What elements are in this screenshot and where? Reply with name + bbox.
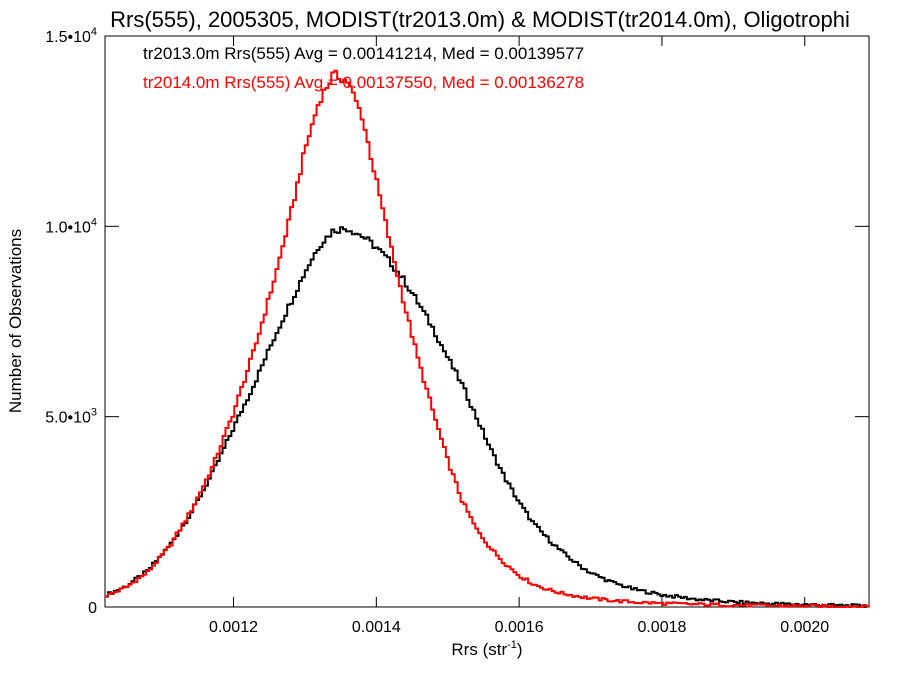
- legend: tr2013.0m Rrs(555) Avg = 0.00141214, Med…: [143, 44, 584, 92]
- plot-frame: [104, 35, 870, 608]
- x-tick-label: 0.0012: [209, 619, 258, 636]
- legend-entry-1: tr2013.0m Rrs(555) Avg = 0.00141214, Med…: [143, 44, 584, 63]
- x-axis-label-main: Rrs (str: [451, 640, 507, 659]
- series-line-2: [105, 69, 869, 608]
- series-line-1: [105, 226, 869, 608]
- y-axis-label: Number of Observations: [6, 229, 25, 413]
- x-axis-label-sup: -1: [507, 639, 517, 651]
- x-axis-label: Rrs (str-1): [451, 639, 522, 659]
- chart-title: Rrs(555), 2005305, MODIST(tr2013.0m) & M…: [110, 7, 850, 32]
- y-tick-label: 0: [88, 600, 97, 617]
- series-group: [105, 69, 869, 608]
- x-tick-label: 0.0018: [637, 619, 686, 636]
- y-tick-label: 5.0•103: [45, 407, 97, 427]
- x-axis-label-end: ): [517, 640, 523, 659]
- x-tick-label: 0.0020: [780, 619, 829, 636]
- x-tick-label: 0.0014: [352, 619, 401, 636]
- x-tick-label: 0.0016: [495, 619, 544, 636]
- axis-ticks: 0.0012 0.0014 0.0016 0.0018 0.0020 0 5.0•103 1.…: [45, 26, 869, 636]
- y-tick-label: 1.5•104: [45, 26, 97, 46]
- legend-entry-2: tr2014.0m Rrs(555) Avg = 0.00137550, Med…: [143, 73, 584, 92]
- y-tick-label: 1.0•104: [45, 216, 97, 236]
